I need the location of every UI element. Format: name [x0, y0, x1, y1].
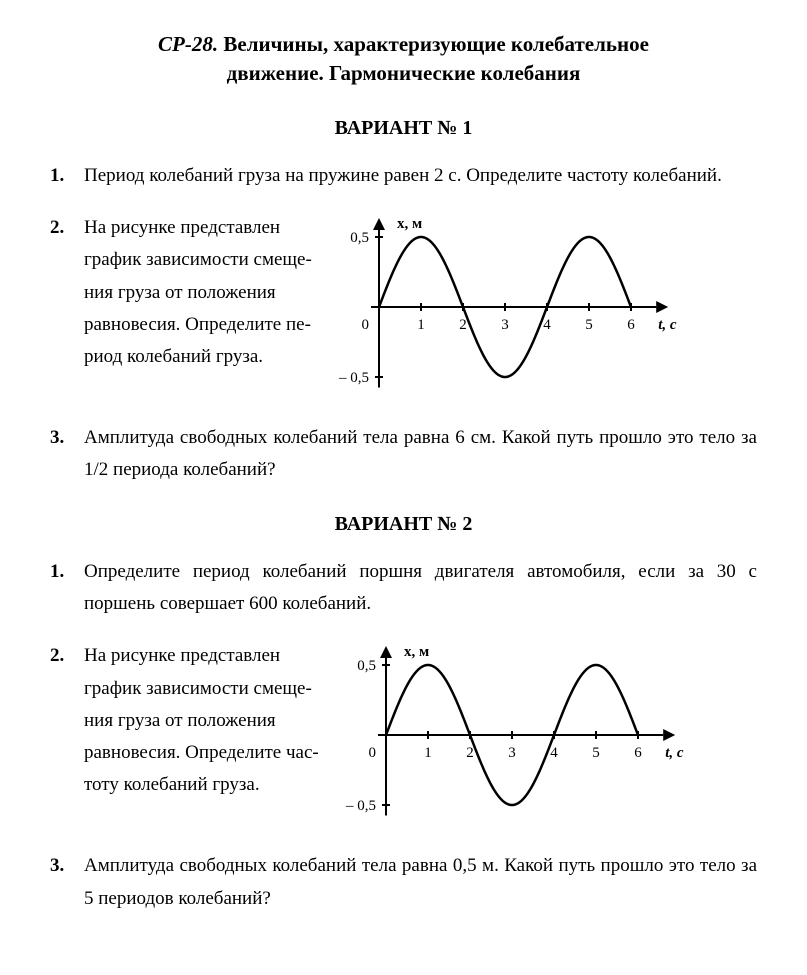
- v2-problem-2: 2. На рисунке представлен график зависим…: [50, 640, 757, 830]
- problem-number: 1.: [50, 556, 84, 588]
- svg-text:2: 2: [466, 745, 474, 761]
- svg-text:0: 0: [361, 317, 369, 333]
- problem-number: 2.: [50, 640, 84, 672]
- v2-chart: 1 2 3 4 5 6 0,5 0 – 0,5 x, м t, с: [331, 640, 691, 830]
- svg-text:2: 2: [459, 317, 467, 333]
- svg-text:t, с: t, с: [658, 317, 677, 333]
- svg-text:0,5: 0,5: [350, 230, 369, 246]
- v1-chart: 1 2 3 4 5 6 0,5 0 – 0,5 x, м t, с: [324, 212, 684, 402]
- problem-number: 3.: [50, 422, 84, 454]
- v1-problem-2: 2. На рисунке представлен график зависим…: [50, 212, 757, 402]
- svg-text:– 0,5: – 0,5: [338, 370, 369, 386]
- svg-text:x, м: x, м: [397, 216, 422, 232]
- problem-text: Амплитуда свободных колебаний тела равна…: [84, 850, 757, 915]
- svg-text:t, с: t, с: [665, 745, 684, 761]
- svg-text:1: 1: [424, 745, 432, 761]
- problem-text: На рисунке представлен график зависимост…: [84, 212, 312, 373]
- problem-text: Период колебаний груза на пружине равен …: [84, 160, 757, 192]
- svg-text:4: 4: [543, 317, 551, 333]
- title-line2: движение. Гармонические колебания: [50, 59, 757, 88]
- v2-problem-1: 1. Определите период колебаний поршня дв…: [50, 556, 757, 621]
- svg-text:0: 0: [368, 745, 376, 761]
- problem-number: 2.: [50, 212, 84, 244]
- svg-text:5: 5: [585, 317, 593, 333]
- v1-problem-1: 1. Период колебаний груза на пружине рав…: [50, 160, 757, 192]
- svg-text:3: 3: [501, 317, 509, 333]
- document-title: СР-28. Величины, характеризующие колебат…: [50, 30, 757, 89]
- svg-text:1: 1: [417, 317, 425, 333]
- variant2-header: ВАРИАНТ № 2: [50, 513, 757, 536]
- problem-text: Определите период колебаний поршня двига…: [84, 556, 757, 621]
- svg-text:6: 6: [627, 317, 635, 333]
- title-rest1: Величины, характеризующие колебательное: [218, 32, 649, 56]
- problem-text: Амплитуда свободных колебаний тела равна…: [84, 422, 757, 487]
- svg-text:– 0,5: – 0,5: [345, 798, 376, 814]
- svg-text:3: 3: [508, 745, 516, 761]
- v2-problem-3: 3. Амплитуда свободных колебаний тела ра…: [50, 850, 757, 915]
- problem-text: На рисунке представлен график зависимост…: [84, 640, 319, 801]
- variant1-header: ВАРИАНТ № 1: [50, 117, 757, 140]
- svg-text:x, м: x, м: [404, 644, 429, 660]
- svg-text:5: 5: [592, 745, 600, 761]
- v1-problem-3: 3. Амплитуда свободных колебаний тела ра…: [50, 422, 757, 487]
- svg-text:6: 6: [634, 745, 642, 761]
- title-prefix: СР-28.: [158, 32, 218, 56]
- svg-text:4: 4: [550, 745, 558, 761]
- svg-text:0,5: 0,5: [357, 658, 376, 674]
- problem-number: 1.: [50, 160, 84, 192]
- problem-number: 3.: [50, 850, 84, 882]
